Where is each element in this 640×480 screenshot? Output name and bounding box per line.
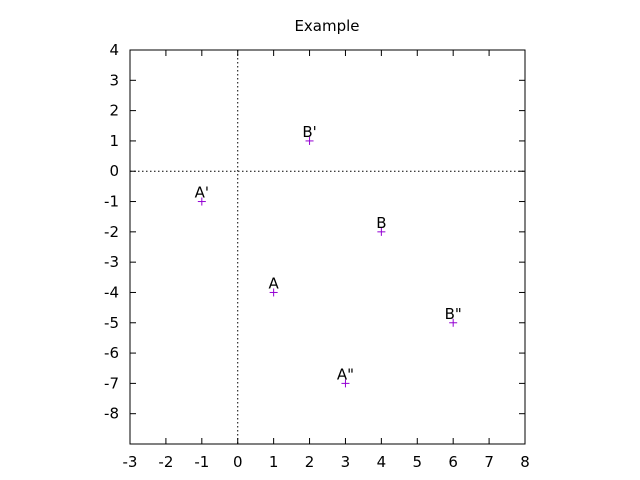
y-tick-label: 1	[109, 132, 119, 150]
chart-title: Example	[294, 17, 359, 35]
y-tick-label: -5	[104, 314, 119, 332]
x-tick-label: 4	[377, 453, 387, 471]
zero-axes	[130, 50, 525, 444]
y-tick-label: -6	[104, 344, 119, 362]
x-axis: -3 -2 -1 0 1 2 3 4 5 6 7 8	[123, 50, 530, 471]
data-point: A'	[195, 184, 209, 206]
plot-border	[129, 49, 526, 445]
point-label: A	[269, 274, 280, 292]
data-point: A	[269, 274, 280, 297]
y-axis: -8 -7 -6 -5 -4 -3 -2 -1 0 1 2 3 4	[104, 41, 525, 423]
x-tick-label: 3	[341, 453, 351, 471]
x-tick-label: 2	[305, 453, 315, 471]
point-label: B	[376, 214, 386, 232]
x-tick-label: -2	[158, 453, 173, 471]
y-tick-label: 4	[109, 41, 119, 59]
y-tick-label: 2	[109, 102, 119, 120]
y-tick-label: -7	[104, 374, 119, 392]
x-tick-label: 1	[269, 453, 279, 471]
x-tick-label: 6	[448, 453, 458, 471]
y-tick-label: 0	[109, 162, 119, 180]
y-tick-label: -8	[104, 405, 119, 423]
y-tick-label: -2	[104, 223, 119, 241]
x-tick-label: 0	[233, 453, 243, 471]
point-label: B'	[302, 123, 316, 141]
point-label: A"	[337, 365, 354, 383]
x-tick-label: -3	[123, 453, 138, 471]
data-point: B"	[445, 305, 462, 327]
point-label: A'	[195, 184, 209, 202]
data-point: B'	[302, 123, 317, 145]
x-tick-label: -1	[194, 453, 209, 471]
y-tick-label: -1	[104, 193, 119, 211]
y-tick-label: -4	[104, 283, 119, 301]
x-tick-label: 8	[520, 453, 530, 471]
point-label: B"	[445, 305, 462, 323]
data-point: A"	[337, 365, 354, 388]
x-tick-label: 7	[484, 453, 494, 471]
x-tick-label: 5	[412, 453, 422, 471]
y-tick-label: 3	[109, 71, 119, 89]
data-point: B	[376, 214, 387, 236]
data-points: A A' A" B B' B"	[195, 123, 462, 388]
y-tick-label: -3	[104, 253, 119, 271]
